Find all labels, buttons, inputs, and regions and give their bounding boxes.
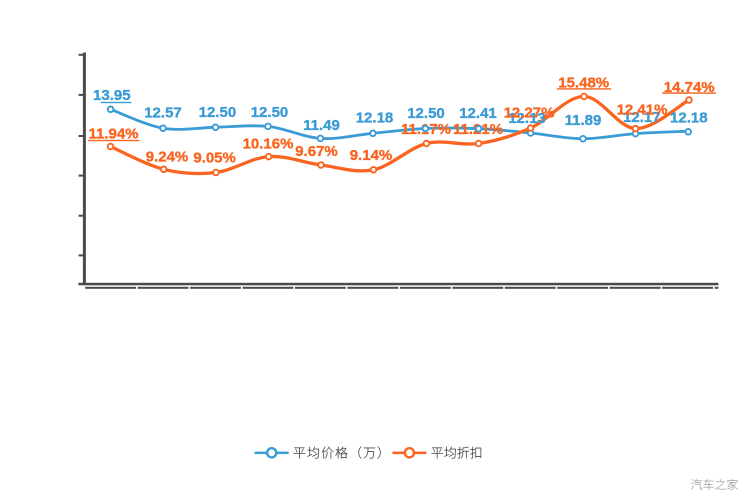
svg-text:11.49: 11.49 — [303, 117, 340, 134]
svg-text:12.57: 12.57 — [144, 105, 182, 122]
svg-text:9.05%: 9.05% — [193, 150, 236, 167]
svg-text:13.95: 13.95 — [93, 87, 131, 104]
svg-text:12.50: 12.50 — [251, 104, 289, 121]
svg-text:12.41%: 12.41% — [617, 102, 668, 119]
svg-text:14.74%: 14.74% — [664, 79, 715, 96]
svg-text:12.50: 12.50 — [199, 104, 237, 121]
svg-text:15.48%: 15.48% — [558, 75, 609, 92]
svg-text:12.18: 12.18 — [670, 110, 708, 127]
svg-text:11.94%: 11.94% — [88, 126, 138, 143]
svg-text:9.67%: 9.67% — [295, 143, 338, 160]
svg-text:12.18: 12.18 — [356, 110, 394, 127]
svg-text:11.89: 11.89 — [565, 112, 602, 129]
svg-text:10.16%: 10.16% — [243, 136, 294, 153]
svg-text:12.50: 12.50 — [407, 105, 445, 122]
svg-text:12.27%: 12.27% — [504, 104, 555, 121]
svg-text:9.14%: 9.14% — [350, 147, 393, 164]
svg-text:9.24%: 9.24% — [146, 149, 189, 166]
svg-text:12.13: 12.13 — [508, 110, 546, 127]
svg-text:12.17: 12.17 — [623, 109, 661, 126]
svg-text:12.41: 12.41 — [459, 105, 497, 122]
